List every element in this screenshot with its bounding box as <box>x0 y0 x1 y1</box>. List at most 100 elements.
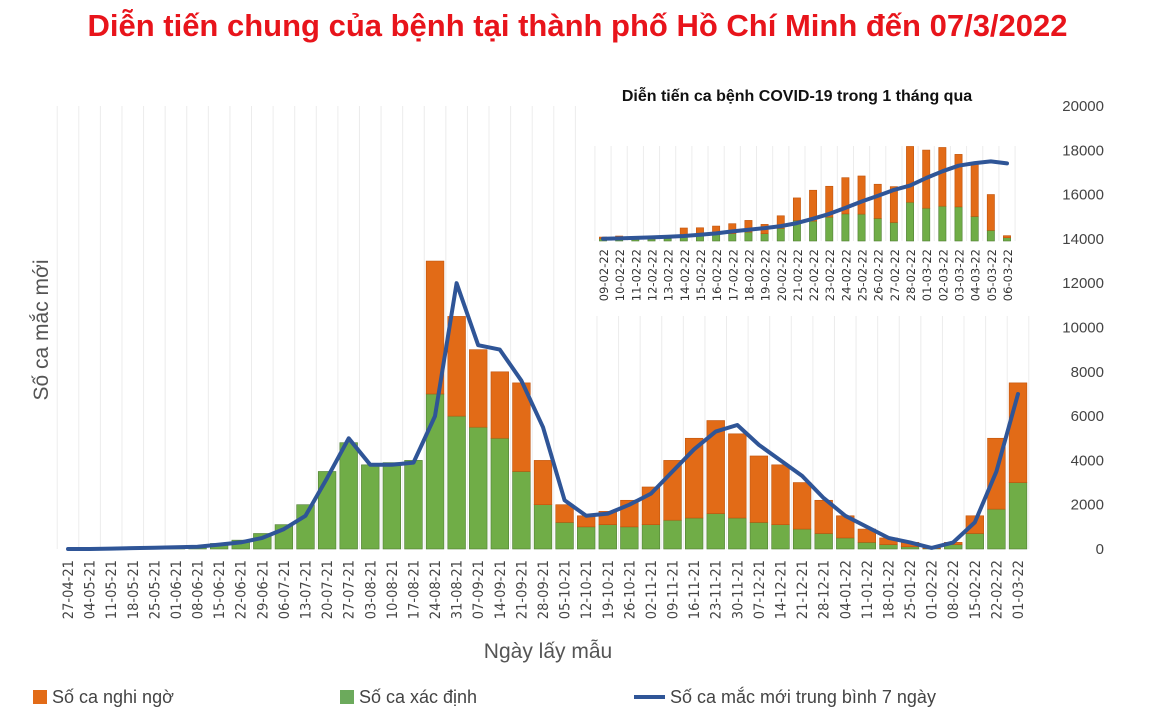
x-tick-label: 18-01-22 <box>881 560 897 619</box>
y-tick-label: 4000 <box>1071 452 1104 469</box>
x-tick-label: 21-12-21 <box>795 560 811 619</box>
bar-suspected <box>771 464 790 525</box>
bar-confirmed <box>706 513 725 550</box>
bar-confirmed <box>577 526 596 550</box>
bar-suspected <box>447 316 466 417</box>
x-tick-label: 05-10-21 <box>558 560 574 619</box>
bar-confirmed <box>744 231 753 242</box>
bar-confirmed <box>771 524 790 550</box>
bar-confirmed <box>728 233 737 242</box>
bar-confirmed <box>469 426 488 550</box>
x-tick-label: 12-10-21 <box>579 560 595 619</box>
x-tick-label: 13-02-22 <box>662 249 676 301</box>
x-tick-label: 12-02-22 <box>645 249 659 301</box>
bar-suspected <box>728 433 747 519</box>
bar-confirmed <box>970 216 979 242</box>
x-tick-label: 29-06-21 <box>255 560 271 619</box>
main-bars <box>102 260 1028 550</box>
x-tick-label: 31-08-21 <box>450 560 466 619</box>
bar-confirmed <box>809 220 818 242</box>
x-tick-label: 10-08-21 <box>385 560 401 619</box>
bar-confirmed <box>382 462 402 550</box>
bar-suspected <box>873 183 882 219</box>
x-tick-label: 01-03-22 <box>920 249 934 301</box>
bar-suspected <box>841 177 850 215</box>
x-tick-label: 21-02-22 <box>791 249 805 301</box>
bar-confirmed <box>404 460 423 550</box>
bar-confirmed <box>1003 237 1011 242</box>
bar-suspected <box>825 185 834 218</box>
x-tick-label: 04-01-22 <box>838 560 854 619</box>
bar-confirmed <box>641 524 661 550</box>
x-tick-label: 17-02-22 <box>726 249 740 301</box>
bar-suspected <box>555 504 574 523</box>
bar-suspected <box>749 455 769 523</box>
average-line <box>66 281 1020 551</box>
x-tick-label: 19-10-21 <box>601 560 617 619</box>
x-tick-label: 24-08-21 <box>428 560 444 619</box>
bar-confirmed <box>663 238 672 242</box>
bar-confirmed <box>555 522 574 550</box>
bar-suspected <box>425 260 445 395</box>
legend: Số ca nghi ngờ Số ca xác định Số ca mắc … <box>33 686 936 707</box>
bar-confirmed <box>361 464 380 550</box>
y-tick-label: 0 <box>1096 541 1104 558</box>
x-tick-label: 27-04-21 <box>61 560 77 619</box>
x-tick-label: 22-02-22 <box>807 249 821 301</box>
x-tick-label: 06-03-22 <box>1001 249 1015 301</box>
x-tick-label: 17-08-21 <box>406 560 422 619</box>
x-tick-label: 26-10-21 <box>622 560 638 619</box>
y-tick-label: 14000 <box>1062 231 1104 248</box>
x-tick-label: 27-07-21 <box>342 560 358 619</box>
y-tick-label: 18000 <box>1062 142 1104 159</box>
x-tick-label: 02-11-21 <box>644 560 660 619</box>
bar-confirmed <box>684 517 704 550</box>
y-tick-label: 20000 <box>1062 98 1104 115</box>
x-tick-label: 25-01-22 <box>903 560 919 619</box>
x-tick-label: 09-02-22 <box>597 249 611 301</box>
x-tick-label: 23-11-21 <box>709 560 725 619</box>
bar-confirmed <box>317 471 337 550</box>
bar-confirmed <box>663 519 682 550</box>
main-x-tick-labels: 27-04-21 04-05-21 11-05-21 18-05-21 25-05-21… <box>61 560 1027 619</box>
x-tick-label: 01-06-21 <box>169 560 185 619</box>
bar-confirmed <box>965 533 984 550</box>
bar-suspected <box>684 437 704 519</box>
main-average-line <box>66 281 1020 551</box>
x-tick-label: 16-02-22 <box>710 249 724 301</box>
bar-suspected <box>469 349 488 428</box>
y-tick-label: 16000 <box>1062 187 1104 204</box>
bar-suspected <box>954 154 963 208</box>
bar-confirmed <box>873 218 882 242</box>
x-tick-label: 02-03-22 <box>936 249 950 301</box>
bar-confirmed <box>900 546 920 550</box>
bar-confirmed <box>776 228 785 242</box>
average-line <box>601 159 1009 241</box>
bar-suspected <box>970 163 979 217</box>
bar-confirmed <box>857 542 877 550</box>
x-tick-label: 28-02-22 <box>904 249 918 301</box>
y-tick-label: 6000 <box>1071 408 1104 425</box>
bar-confirmed <box>728 517 747 550</box>
inset-x-tick-labels: 09-02-22 10-02-22 11-02-22 12-02-22 13-02-22… <box>597 249 1015 301</box>
x-tick-label: 03-08-21 <box>363 560 379 619</box>
legend-label-confirmed: Số ca xác định <box>359 687 477 707</box>
bar-confirmed <box>841 213 850 242</box>
main-gridlines <box>56 106 1030 549</box>
y-tick-label: 10000 <box>1062 320 1104 337</box>
x-tick-label: 15-02-22 <box>968 560 984 619</box>
bar-suspected <box>986 194 995 231</box>
y-tick-label: 2000 <box>1071 497 1104 514</box>
legend-label-average: Số ca mắc mới trung bình 7 ngày <box>670 686 936 707</box>
bar-suspected <box>744 220 753 233</box>
bar-confirmed <box>954 206 963 242</box>
bar-confirmed <box>922 207 931 242</box>
legend-swatch-confirmed-fill <box>340 690 354 704</box>
x-tick-label: 05-03-22 <box>985 249 999 301</box>
x-tick-label: 28-09-21 <box>536 560 552 619</box>
x-tick-label: 01-02-22 <box>925 560 941 619</box>
x-tick-label: 15-06-21 <box>212 560 228 619</box>
y-tick-label: 8000 <box>1071 364 1104 381</box>
chart-title: Diễn tiến chung của bệnh tại thành phố H… <box>87 8 1068 43</box>
